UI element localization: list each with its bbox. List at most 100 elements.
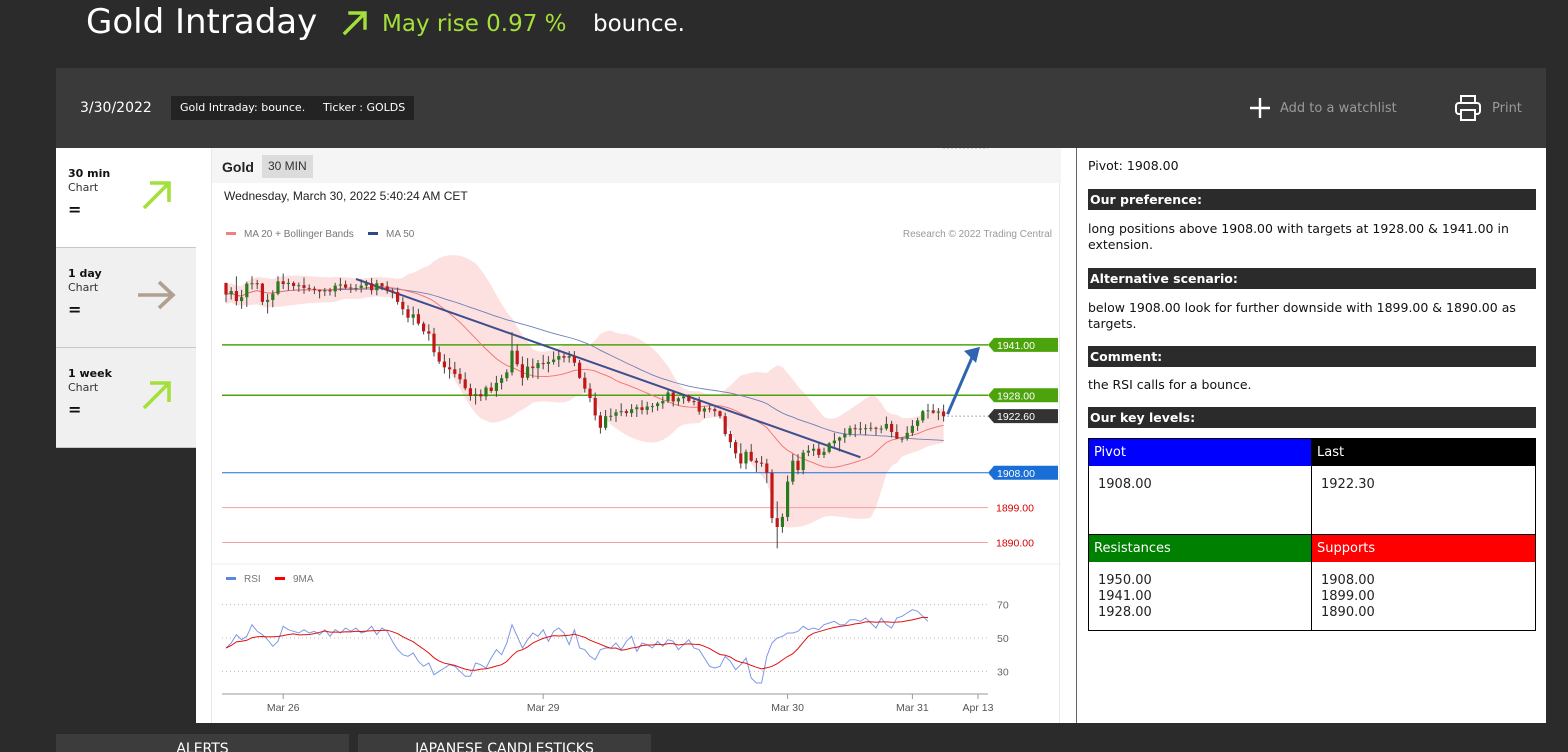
support-value: 1908.00 [1321, 573, 1375, 588]
last-value: 1922.30 [1321, 477, 1375, 492]
chart-timeframe-badge: 30 MIN [262, 155, 313, 178]
candle-body [676, 398, 680, 402]
candle-body [292, 282, 296, 286]
title-tag: Gold Intraday: bounce. [171, 96, 315, 120]
candle-body [406, 309, 410, 318]
analysis-date: 3/30/2022 [80, 100, 152, 116]
candle-body [666, 392, 670, 402]
candle-body [640, 407, 644, 410]
candle-body [661, 401, 665, 404]
candle-body [349, 287, 353, 289]
chart-timestamp: Wednesday, March 30, 2022 5:40:24 AM CET [224, 189, 468, 203]
key-levels-heading: Our key levels: [1088, 407, 1536, 428]
candle-body [432, 333, 436, 353]
candle-body [723, 416, 727, 434]
candle-body [708, 408, 712, 410]
candle-body [780, 516, 784, 527]
arrow-up-right-icon [142, 381, 171, 410]
candle-body [250, 283, 254, 285]
timeframe-sub: Chart [68, 381, 99, 394]
level-tag-1908.00 [988, 465, 1058, 480]
level-tag-1922.60 [988, 409, 1058, 424]
candle-body [604, 416, 608, 428]
timeframe-1week[interactable]: 1 week Chart = [56, 348, 196, 448]
printer-icon [1455, 95, 1481, 121]
candle-body [910, 425, 914, 433]
timeframe-30min[interactable]: 30 min Chart = [56, 148, 196, 248]
resistance-value: 1928.00 [1098, 605, 1152, 620]
rsi-legend-label: RSI [244, 574, 261, 585]
candle-body [510, 350, 514, 373]
candle-body [796, 460, 800, 471]
candle-body [416, 314, 420, 324]
supports-header: Supports [1312, 535, 1535, 562]
timeframe-sidebar: 30 min Chart = 1 day Chart = 1 week Char… [56, 148, 196, 723]
tab-japanese-candlesticks[interactable]: JAPANESE CANDLESTICKS [358, 734, 651, 752]
candle-body [567, 356, 571, 358]
candle-body [895, 432, 899, 439]
candle-body [838, 437, 842, 441]
candle-body [786, 481, 790, 517]
ticker-tag: Ticker : GOLDS [314, 96, 415, 120]
add-watchlist-button[interactable]: Add to a watchlist [1248, 96, 1397, 120]
plus-icon [1250, 98, 1270, 118]
legend-ma20-label: MA 20 + Bollinger Bands [244, 229, 354, 240]
candle-body [858, 428, 862, 430]
candle-body [338, 284, 342, 286]
chart-copyright: Research © 2022 Trading Central [903, 229, 1052, 240]
candle-body [635, 407, 639, 410]
preference-text: long positions above 1908.00 with target… [1088, 221, 1509, 252]
rsi-line [225, 609, 929, 684]
candle-body [474, 394, 478, 397]
x-tick-label: Mar 29 [527, 702, 560, 714]
candle-body [302, 285, 306, 288]
print-button[interactable]: Print [1454, 94, 1522, 122]
chart-area: Gold 30 MIN Wednesday, March 30, 2022 5:… [211, 148, 1061, 723]
tab-alerts[interactable]: ALERTS [56, 734, 349, 752]
pivot-line: Pivot: 1908.00 [1088, 158, 1179, 173]
candle-body [505, 372, 509, 379]
add-watchlist-label: Add to a watchlist [1280, 100, 1397, 116]
resistances-list: 1950.00 1941.00 1928.00 [1089, 562, 1311, 621]
candle-body [328, 290, 332, 292]
candle-body [422, 323, 426, 332]
candle-body [926, 410, 930, 412]
chart-header: Gold 30 MIN [212, 148, 1061, 183]
timeframe-1day[interactable]: 1 day Chart = [56, 248, 196, 348]
timeframe-sub: Chart [68, 181, 99, 194]
candle-body [682, 396, 686, 399]
candle-body [936, 411, 940, 413]
key-levels-table: Pivot 1908.00 Last 1922.30 Resistances 1… [1088, 438, 1536, 631]
candle-body [411, 314, 415, 318]
analysis-content: Pivot: 1908.00 Our preference: long posi… [1088, 148, 1536, 428]
comment-text: the RSI calls for a bounce. [1088, 377, 1252, 392]
candle-body [739, 453, 743, 464]
forecast-arrow-shaft [946, 352, 976, 415]
main-panel: 30 min Chart = 1 day Chart = 1 week Char… [56, 148, 1546, 723]
candle-body [245, 283, 249, 298]
legend-ma50-label: MA 50 [386, 229, 415, 240]
candle-body [468, 388, 472, 397]
rsi-tick-50: 50 [997, 633, 1009, 645]
candle-body [344, 284, 348, 288]
candle-body [489, 387, 493, 391]
candle-body [822, 451, 826, 455]
last-cell: Last 1922.30 [1312, 439, 1535, 535]
candle-body [869, 427, 873, 429]
candle-body [864, 428, 868, 430]
candle-body [380, 283, 384, 287]
candle-body [494, 382, 498, 391]
candle-body [484, 387, 488, 397]
candle-body [276, 281, 280, 294]
candle-body [624, 411, 628, 414]
x-tick-label: Mar 31 [896, 702, 929, 714]
page-title: Gold Intraday [86, 2, 318, 42]
legend-ma20-swatch [226, 232, 236, 235]
arrow-right-icon [138, 280, 176, 310]
last-header: Last [1312, 439, 1535, 466]
resistance-value: 1950.00 [1098, 573, 1152, 588]
candle-body [375, 283, 379, 291]
candle-body [583, 377, 587, 389]
candle-body [390, 290, 394, 293]
candle-body [806, 450, 810, 453]
